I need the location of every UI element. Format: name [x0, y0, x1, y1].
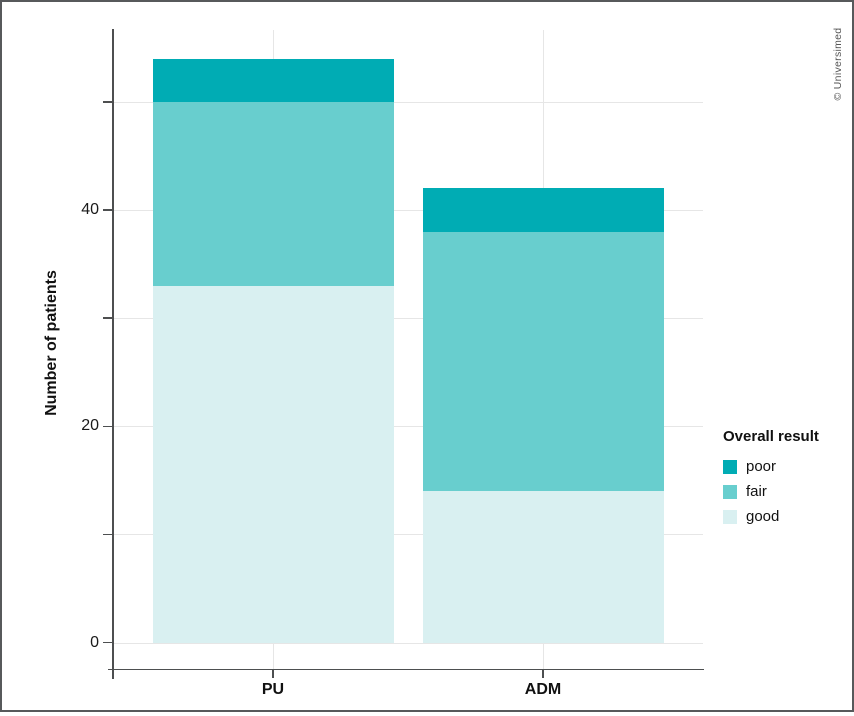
gridline-horizontal — [113, 534, 703, 536]
gridline-horizontal — [113, 210, 703, 211]
y-axis-title: Number of patients — [43, 270, 60, 416]
y-axis-tick — [103, 101, 112, 103]
x-axis-tick — [542, 670, 544, 678]
x-axis-line — [108, 668, 704, 670]
legend-swatch-good — [723, 509, 737, 524]
y-tick-label: 0 — [90, 633, 99, 651]
legend-item-good: good — [723, 504, 848, 529]
legend: Overall result poor fair good — [723, 428, 848, 529]
legend-label-fair: fair — [746, 483, 767, 500]
legend-title: Overall result — [723, 428, 819, 445]
x-axis-tick — [272, 670, 274, 678]
legend-swatch-fair — [723, 484, 737, 499]
bar-segment-adm-fair — [422, 231, 664, 492]
category-label-pu: PU — [261, 681, 285, 698]
y-tick-label: 20 — [81, 417, 99, 435]
gridline-horizontal — [113, 101, 703, 103]
y-axis-tick — [103, 209, 112, 211]
bar-segment-pu-good — [152, 285, 394, 643]
credit-text: © Universimed — [832, 27, 844, 101]
y-axis-tick — [103, 425, 112, 427]
legend-rows: poor fair good — [723, 454, 848, 529]
bar-segment-adm-poor — [422, 188, 664, 232]
bar-segment-pu-poor — [152, 58, 394, 102]
bar-segment-adm-good — [422, 491, 664, 643]
bar-segment-pu-fair — [152, 101, 394, 286]
y-tick-label: 40 — [81, 201, 99, 218]
legend-swatch-poor — [723, 459, 737, 474]
legend-item-poor: poor — [723, 454, 848, 479]
category-label-adm: ADM — [524, 681, 562, 698]
y-axis-tick — [103, 317, 112, 319]
gridline-horizontal — [113, 642, 703, 644]
gridline-horizontal — [113, 318, 703, 320]
legend-label-poor: poor — [746, 458, 777, 475]
gridline-horizontal — [113, 426, 703, 428]
legend-label-good: good — [746, 508, 780, 525]
y-axis-tick — [103, 641, 112, 644]
y-axis-line — [112, 29, 114, 679]
legend-item-fair: fair — [723, 479, 848, 504]
y-axis-tick — [103, 533, 112, 536]
